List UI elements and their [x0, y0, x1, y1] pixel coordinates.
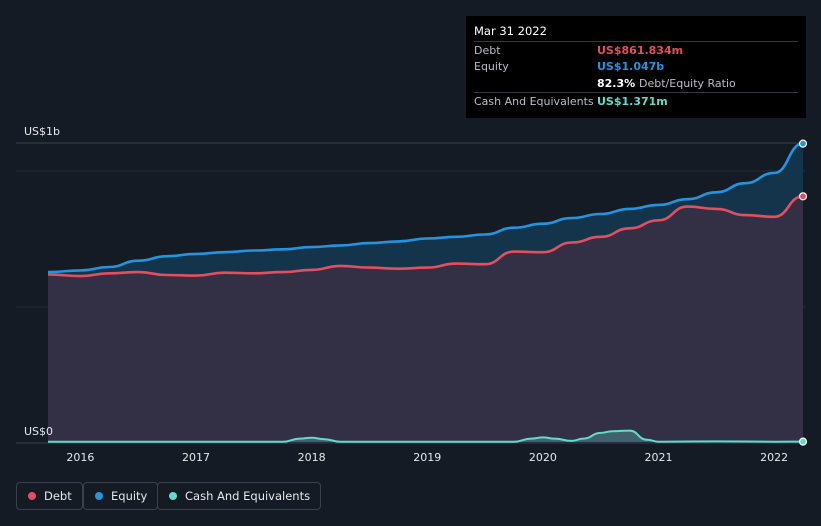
legend-debt-label: Debt [44, 489, 72, 503]
tooltip-date: Mar 31 2022 [474, 24, 547, 38]
legend-cash[interactable]: Cash And Equivalents [157, 482, 322, 510]
debt-line [47, 195, 804, 278]
chart-areas [48, 143, 803, 442]
legend-equity-dot [95, 492, 103, 500]
cash-endpoint [798, 437, 808, 446]
debt-endpoint [798, 192, 808, 201]
tooltip-cash-value: US$1.371m [597, 95, 668, 108]
equity-endpoint [798, 139, 808, 148]
tooltip-debt-label: Debt [474, 44, 501, 57]
legend-debt-dot [28, 492, 36, 500]
legend-equity-label: Equity [111, 489, 148, 503]
x-tick-label: 2022 [760, 451, 788, 464]
x-tick-label: 2017 [182, 451, 210, 464]
debt-area [48, 196, 803, 442]
tooltip-equity-value: US$1.047b [597, 60, 665, 73]
chart-labels: US$1b US$0 2016 2017 2018 2019 2020 2021 2022 [24, 125, 788, 464]
tooltip-cash-label: Cash And Equivalents [474, 95, 594, 108]
equity-line [47, 142, 804, 274]
tooltip-ratio-row: 82.3% Debt/Equity Ratio [474, 75, 798, 92]
y-axis-top-label: US$1b [24, 125, 60, 138]
x-tick-label: 2020 [529, 451, 557, 464]
legend-debt[interactable]: Debt [16, 482, 83, 510]
x-tick-label: 2016 [66, 451, 94, 464]
tooltip-ratio: 82.3% Debt/Equity Ratio [597, 77, 736, 90]
y-axis-bottom-label: US$0 [24, 425, 53, 438]
cash-line [48, 429, 804, 443]
tooltip-cash-row: Cash And Equivalents US$1.371m [474, 92, 798, 110]
chart-endpoints [798, 139, 808, 446]
tooltip-debt-row: Debt US$861.834m [474, 41, 798, 59]
tooltip-ratio-label: Debt/Equity Ratio [639, 77, 736, 90]
tooltip-equity-row: Equity US$1.047b [474, 58, 798, 75]
cash-area [48, 430, 803, 442]
tooltip-debt-value: US$861.834m [597, 44, 684, 57]
x-tick-label: 2019 [413, 451, 441, 464]
tooltip-equity-label: Equity [474, 60, 509, 73]
tooltip-ratio-value: 82.3% [597, 77, 636, 90]
legend-equity[interactable]: Equity [83, 482, 159, 510]
data-tooltip: Mar 31 2022 Debt US$861.834m Equity US$1… [466, 16, 806, 118]
chart-lines [47, 142, 804, 443]
x-tick-label: 2021 [644, 451, 672, 464]
legend-cash-label: Cash And Equivalents [185, 489, 311, 503]
legend-cash-dot [169, 492, 177, 500]
x-tick-label: 2018 [298, 451, 326, 464]
